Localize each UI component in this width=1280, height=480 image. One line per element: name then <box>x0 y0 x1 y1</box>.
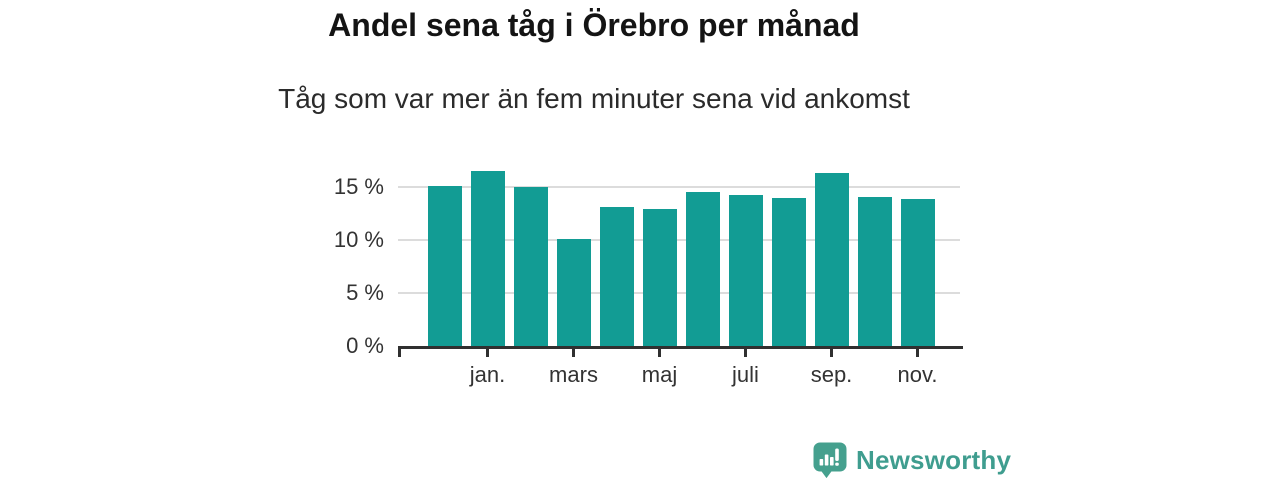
x-axis <box>398 346 963 358</box>
chart-title: Andel sena tåg i Örebro per månad <box>328 7 860 43</box>
gridline-15 <box>398 186 960 188</box>
y-axis-labels: 0 % 5 % 10 % 15 % <box>300 162 386 358</box>
gridline-5 <box>398 292 960 294</box>
mini-exclamation-bar <box>835 448 839 461</box>
bar-month-9 <box>771 197 806 346</box>
plot-area <box>398 162 960 346</box>
x-axis-tick-juli <box>744 348 747 357</box>
x-axis-tick-maj <box>658 348 661 357</box>
newsworthy-logo[interactable]: Newsworthy <box>812 441 1011 479</box>
x-tick-label-mars: mars <box>549 362 598 387</box>
x-tick-label-jan: jan. <box>469 362 506 387</box>
x-axis-origin-tick <box>398 348 401 357</box>
mini-bar-1 <box>819 459 824 466</box>
mini-exclamation-dot <box>835 462 839 466</box>
mini-bar-2 <box>824 454 829 466</box>
x-axis-tick-mars <box>572 348 575 357</box>
x-tick-label-nov: nov. <box>897 362 938 387</box>
bar-month-2-jan <box>470 171 505 346</box>
bar-month-6-maj <box>642 209 677 346</box>
x-tick-label-juli: juli <box>732 362 759 387</box>
bar-month-5 <box>599 207 634 346</box>
x-tick-label-maj: maj <box>641 362 678 387</box>
y-tick-label-5: 5 % <box>346 280 384 305</box>
chart-subtitle: Tåg som var mer än fem minuter sena vid … <box>278 83 910 114</box>
mini-bar-3 <box>830 457 834 466</box>
bar-month-1 <box>427 185 462 346</box>
y-tick-label-10: 10 % <box>333 227 384 252</box>
bar-month-4-mars <box>556 238 591 346</box>
x-axis-line <box>398 346 963 349</box>
x-axis-labels: jan. mars maj juli sep. nov. <box>398 357 963 387</box>
gridline-10 <box>398 239 960 241</box>
x-axis-tick-nov <box>916 348 919 357</box>
bar-month-10-sep <box>814 173 849 346</box>
bar-month-7 <box>685 192 720 346</box>
x-tick-label-sep: sep. <box>810 362 853 387</box>
bar-month-11 <box>857 196 892 346</box>
bar-month-8-juli <box>728 195 763 346</box>
newsworthy-logo-icon <box>813 442 847 479</box>
y-tick-label-0: 0 % <box>346 333 384 358</box>
x-axis-tick-jan <box>486 348 489 357</box>
y-tick-label-15: 15 % <box>333 174 384 199</box>
bar-month-3 <box>513 187 548 346</box>
bar-month-12-nov <box>900 198 935 346</box>
x-axis-tick-sep <box>830 348 833 357</box>
newsworthy-logo-text: Newsworthy <box>856 444 1012 475</box>
